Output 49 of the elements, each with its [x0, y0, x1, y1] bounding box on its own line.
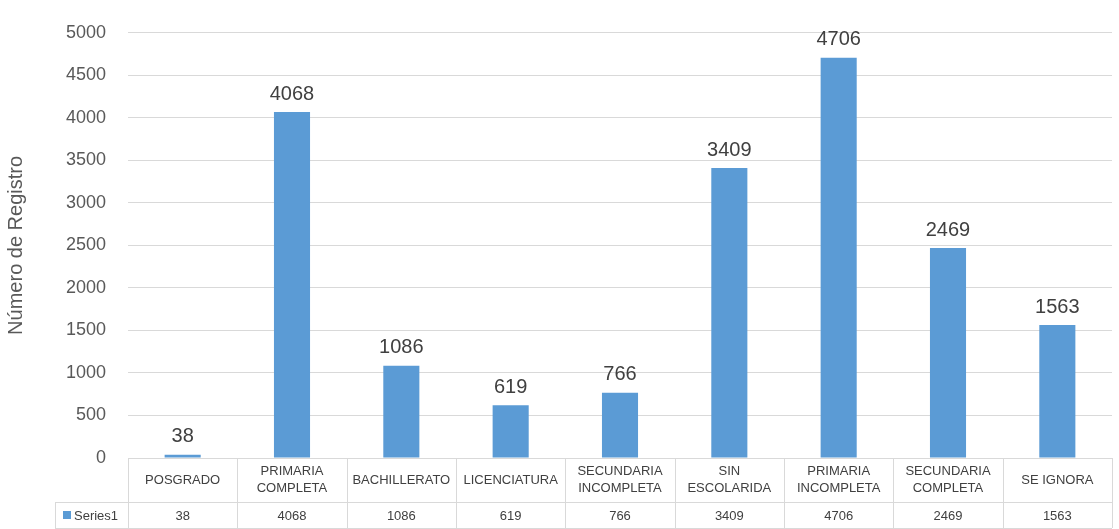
data-label: 1563	[1042, 507, 1072, 523]
annotation: 619	[493, 374, 528, 397]
annotation: 38	[171, 424, 194, 447]
bar	[273, 112, 311, 458]
y-axis-title: Número de Registro	[3, 155, 26, 335]
data-label: 1086	[386, 507, 416, 523]
data-label: 38	[175, 507, 190, 523]
data-label: 766	[609, 507, 631, 523]
bar	[164, 454, 201, 458]
data-label: 4706	[824, 507, 854, 523]
bar	[711, 168, 748, 458]
y-tick-label: 500	[75, 404, 106, 425]
data-label: 3409	[714, 507, 744, 523]
annotation: 1086	[379, 335, 424, 358]
data-label: 4068	[277, 507, 307, 523]
y-tick-label: 4500	[65, 64, 106, 85]
data-label: 619	[499, 507, 522, 523]
y-tick-label: 3500	[65, 149, 106, 170]
bar	[383, 365, 420, 458]
y-tick-label: 4000	[65, 106, 106, 127]
annotation: 3409	[707, 137, 752, 160]
annotation: 4068	[269, 81, 315, 104]
y-tick-label: 2000	[65, 276, 106, 297]
x-tick-label: POSGRADO	[145, 471, 221, 487]
y-tick-label: 1000	[65, 361, 106, 382]
annotation: 2469	[925, 217, 971, 240]
annotation: 4706	[816, 27, 861, 50]
y-tick-label: 0	[95, 446, 106, 467]
x-tick-label: LICENCIATURA	[463, 471, 559, 487]
legend-label: Series1	[74, 507, 119, 523]
y-tick-label: 1500	[65, 319, 106, 340]
x-tick-label: SIN ESCOLARIDA	[687, 463, 772, 496]
x-tick-label: SECUNDARIA COMPLETA	[905, 463, 991, 496]
data-label: 2469	[933, 507, 963, 523]
bar	[492, 405, 529, 458]
annotation: 766	[603, 362, 637, 385]
bar	[929, 248, 967, 458]
x-tick-label: SECUNDARIA INCOMPLETA	[577, 463, 663, 496]
annotation: 1563	[1035, 294, 1080, 317]
bar	[601, 392, 639, 458]
y-tick-label: 2500	[65, 234, 106, 255]
y-tick-label: 3000	[65, 191, 106, 212]
x-tick-label: PRIMARIA COMPLETA	[256, 463, 328, 496]
x-tick-label: BACHILLERATO	[352, 471, 451, 487]
bar	[1039, 325, 1076, 458]
x-tick-label: SE IGNORA	[1021, 471, 1094, 487]
bar	[820, 57, 857, 458]
x-tick-label: PRIMARIA INCOMPLETA	[796, 463, 881, 496]
y-tick-label: 5000	[65, 21, 106, 42]
